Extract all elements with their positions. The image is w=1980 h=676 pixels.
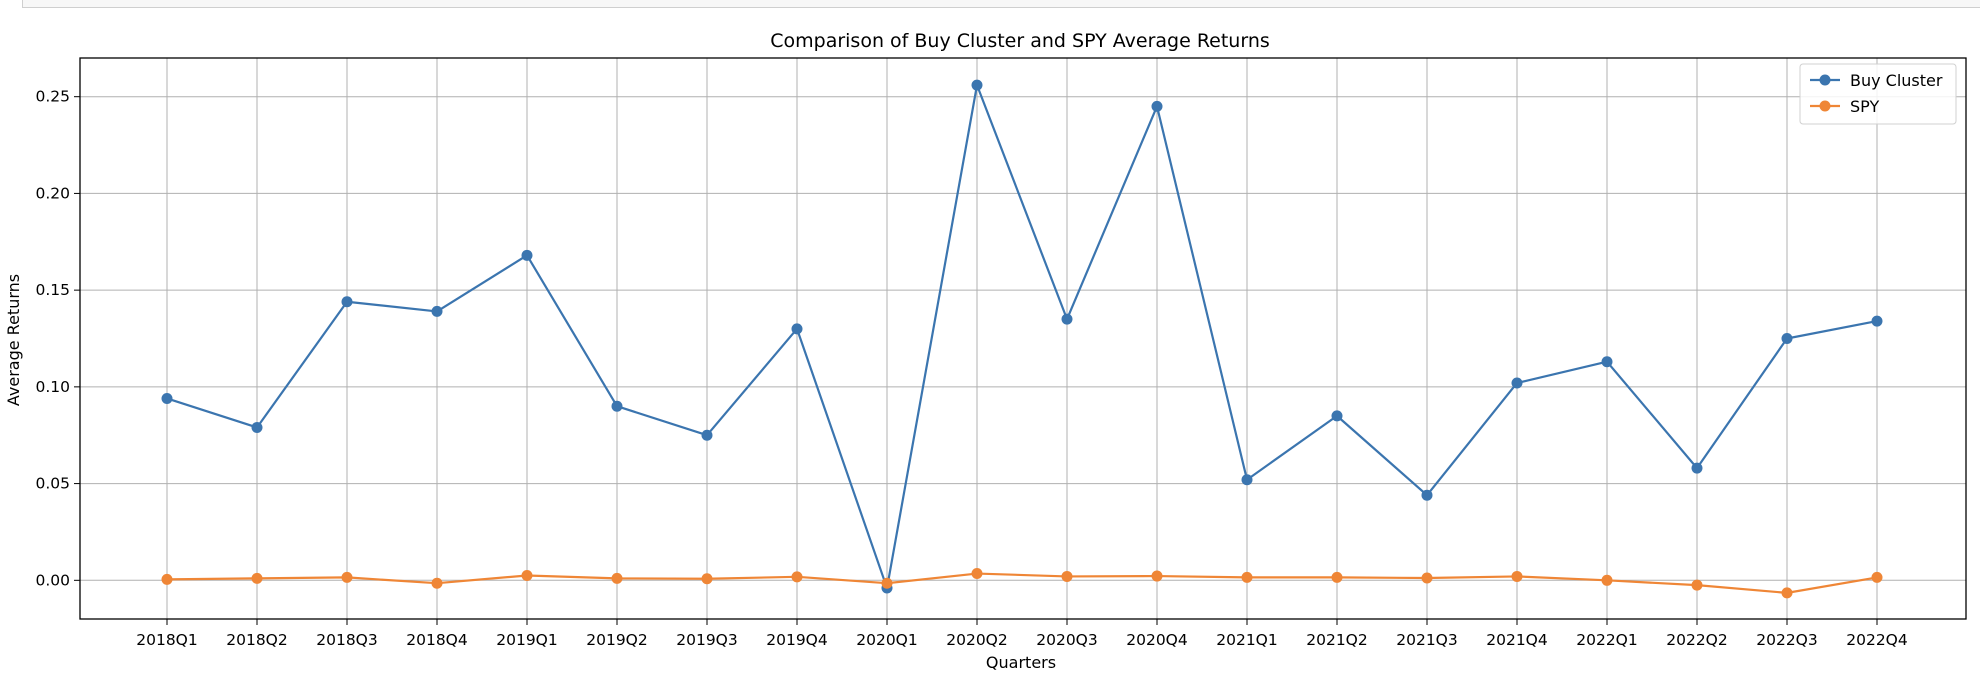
data-point-spy [611,572,623,584]
data-point-spy [1601,574,1613,586]
legend-marker-spy [1819,100,1831,112]
data-point-buy-cluster [1331,410,1343,422]
data-point-buy-cluster [611,400,623,412]
data-point-spy [971,568,983,580]
data-point-buy-cluster [251,421,263,433]
notebook-cell-edge [22,0,1980,8]
x-tick-label: 2022Q3 [1756,631,1818,649]
series-line-buy-cluster [166,83,1878,590]
data-point-buy-cluster [1151,100,1163,112]
data-point-spy [251,572,263,584]
data-point-buy-cluster [1691,462,1703,474]
data-point-spy [1061,570,1073,582]
data-point-buy-cluster [701,429,713,441]
x-tick-label: 2018Q3 [316,631,378,649]
data-point-spy [1781,587,1793,599]
x-tick-label: 2020Q2 [946,631,1008,649]
grid [80,58,1966,619]
y-tick-label: 0.05 [35,475,70,493]
data-point-buy-cluster [431,305,443,317]
y-axis-ticks: 0.00 0.05 0.10 0.15 0.20 0.25 [35,88,80,589]
data-point-spy [161,573,173,585]
plot-frame [79,57,1967,620]
x-tick-label: 2019Q4 [766,631,828,649]
x-tick-label: 2020Q4 [1126,631,1188,649]
data-point-buy-cluster [1601,356,1613,368]
data-point-spy [1331,571,1343,583]
legend-label-spy: SPY [1850,97,1879,116]
data-point-buy-cluster [971,79,983,91]
data-point-spy [1421,572,1433,584]
data-point-spy [431,577,443,589]
x-tick-label: 2019Q1 [496,631,558,649]
y-axis-label: Average Returns [4,274,23,406]
chart-title: Comparison of Buy Cluster and SPY Averag… [770,30,1270,52]
y-tick-label: 0.00 [35,571,70,589]
data-point-spy [1871,571,1883,583]
data-point-spy [881,577,893,589]
x-tick-label: 2021Q3 [1396,631,1458,649]
data-point-spy [1691,579,1703,591]
y-tick-label: 0.15 [35,281,70,299]
series-line-spy [166,572,1878,594]
data-point-buy-cluster [341,296,353,308]
x-tick-label: 2019Q3 [676,631,738,649]
x-tick-label: 2018Q1 [136,631,198,649]
legend-label-buy-cluster: Buy Cluster [1850,71,1943,90]
x-tick-label: 2021Q1 [1216,631,1278,649]
series-layer [161,79,1883,599]
y-tick-label: 0.25 [35,88,70,106]
data-point-buy-cluster [1511,377,1523,389]
data-point-spy [1511,570,1523,582]
legend-entry-buy-cluster: Buy Cluster [1810,71,1943,90]
x-axis-label: Quarters [986,653,1056,672]
x-tick-label: 2019Q2 [586,631,648,649]
x-tick-label: 2020Q3 [1036,631,1098,649]
x-tick-label: 2022Q4 [1846,631,1908,649]
data-point-buy-cluster [161,392,173,404]
legend: Buy Cluster SPY [1799,63,1957,125]
data-point-buy-cluster [1421,489,1433,501]
data-point-spy [1151,570,1163,582]
data-point-buy-cluster [521,249,533,261]
data-point-buy-cluster [1061,313,1073,325]
data-point-spy [521,569,533,581]
data-point-spy [341,571,353,583]
x-tick-label: 2021Q4 [1486,631,1548,649]
y-tick-label: 0.20 [35,184,70,202]
x-tick-label: 2021Q2 [1306,631,1368,649]
data-point-buy-cluster [1241,474,1253,486]
x-tick-label: 2018Q4 [406,631,468,649]
data-point-buy-cluster [791,323,803,335]
data-point-buy-cluster [1871,315,1883,327]
legend-marker-buy-cluster [1819,74,1831,86]
data-point-spy [1241,571,1253,583]
y-tick-label: 0.10 [35,378,70,396]
data-point-spy [791,571,803,583]
data-point-spy [701,573,713,585]
x-tick-label: 2018Q2 [226,631,288,649]
legend-entry-spy: SPY [1810,97,1879,116]
x-tick-label: 2022Q2 [1666,631,1728,649]
x-tick-label: 2020Q1 [856,631,918,649]
x-tick-label: 2022Q1 [1576,631,1638,649]
data-point-buy-cluster [1781,333,1793,344]
x-axis-ticks: 2018Q1 2018Q2 2018Q3 2018Q4 2019Q1 2019Q2 2019… [136,619,1908,649]
